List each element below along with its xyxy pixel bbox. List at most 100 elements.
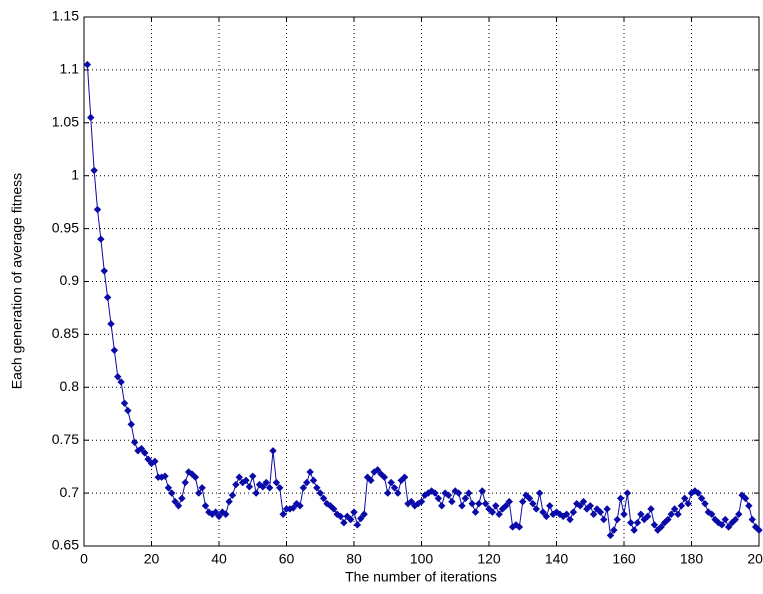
marker	[350, 508, 358, 516]
marker	[87, 113, 95, 122]
marker	[130, 438, 139, 447]
marker	[444, 491, 453, 499]
marker	[677, 502, 686, 510]
marker	[353, 521, 362, 529]
marker	[616, 494, 625, 503]
marker	[252, 489, 260, 497]
marker	[741, 494, 750, 503]
marker	[471, 508, 480, 516]
marker	[211, 508, 220, 516]
marker	[407, 497, 416, 506]
marker	[721, 515, 729, 524]
marker	[465, 489, 473, 497]
marker	[380, 473, 389, 481]
y-axis-label: Each generation of average fitness	[9, 173, 25, 389]
marker	[201, 502, 210, 510]
x-tick-label: 0	[80, 551, 88, 567]
marker	[103, 293, 112, 302]
x-tick-label: 80	[346, 551, 362, 567]
marker	[303, 478, 311, 487]
marker	[313, 484, 321, 492]
marker	[610, 526, 618, 534]
marker	[539, 508, 547, 516]
marker	[340, 519, 348, 527]
marker	[137, 444, 146, 453]
marker	[346, 515, 355, 524]
marker	[492, 502, 500, 510]
marker	[600, 515, 608, 524]
marker	[228, 491, 237, 499]
marker	[272, 478, 281, 487]
y-tick-label: 0.75	[52, 431, 79, 447]
marker	[620, 510, 628, 518]
marker	[586, 502, 594, 510]
marker	[144, 455, 152, 463]
marker	[110, 346, 119, 354]
marker	[235, 473, 243, 481]
marker	[114, 373, 122, 381]
marker	[373, 466, 382, 474]
marker	[387, 478, 395, 487]
marker	[394, 489, 402, 497]
y-tick-label: 1.1	[60, 61, 80, 77]
marker	[259, 483, 267, 491]
marker	[664, 515, 672, 524]
marker	[289, 504, 297, 512]
marker	[735, 510, 743, 518]
marker	[296, 502, 304, 510]
marker	[249, 472, 257, 480]
marker	[198, 484, 206, 492]
marker	[161, 472, 169, 480]
marker	[454, 489, 463, 497]
y-tick-label: 1.15	[52, 8, 79, 24]
x-tick-label: 120	[477, 551, 501, 567]
marker	[525, 494, 534, 503]
marker	[276, 484, 284, 492]
y-tick-label: 0.8	[60, 378, 80, 394]
x-tick-label: 20	[144, 551, 160, 567]
marker	[330, 505, 338, 513]
marker	[674, 510, 682, 518]
marker	[438, 502, 446, 510]
marker	[535, 489, 544, 497]
marker	[596, 508, 605, 516]
marker	[468, 499, 476, 508]
marker	[562, 510, 571, 518]
marker	[458, 502, 466, 510]
marker	[569, 508, 578, 516]
marker	[748, 515, 756, 524]
marker	[309, 476, 318, 485]
marker	[269, 447, 277, 455]
marker	[434, 494, 443, 503]
marker	[222, 510, 230, 518]
marker	[546, 502, 554, 510]
marker	[670, 505, 679, 513]
marker	[657, 523, 665, 531]
marker	[681, 494, 689, 503]
marker	[448, 497, 456, 506]
marker	[151, 457, 159, 466]
x-axis-label: The number of iterations	[345, 569, 497, 585]
marker	[357, 514, 365, 523]
marker	[178, 494, 186, 503]
marker	[319, 494, 328, 503]
marker	[461, 494, 470, 503]
marker	[215, 512, 223, 521]
marker	[613, 515, 621, 524]
marker	[100, 267, 108, 275]
marker	[579, 497, 588, 506]
marker	[232, 480, 240, 489]
marker	[117, 378, 125, 386]
x-tick-label: 180	[680, 551, 704, 567]
x-tick-label: 100	[410, 551, 434, 567]
marker	[225, 497, 233, 506]
marker	[606, 531, 615, 540]
y-tick-label: 1.05	[52, 114, 79, 130]
x-tick-label: 140	[545, 551, 569, 567]
marker	[515, 523, 524, 531]
plot-frame	[83, 16, 760, 547]
marker	[697, 494, 706, 503]
y-tick-label: 0.65	[52, 537, 79, 553]
x-tick-label: 60	[279, 551, 295, 567]
